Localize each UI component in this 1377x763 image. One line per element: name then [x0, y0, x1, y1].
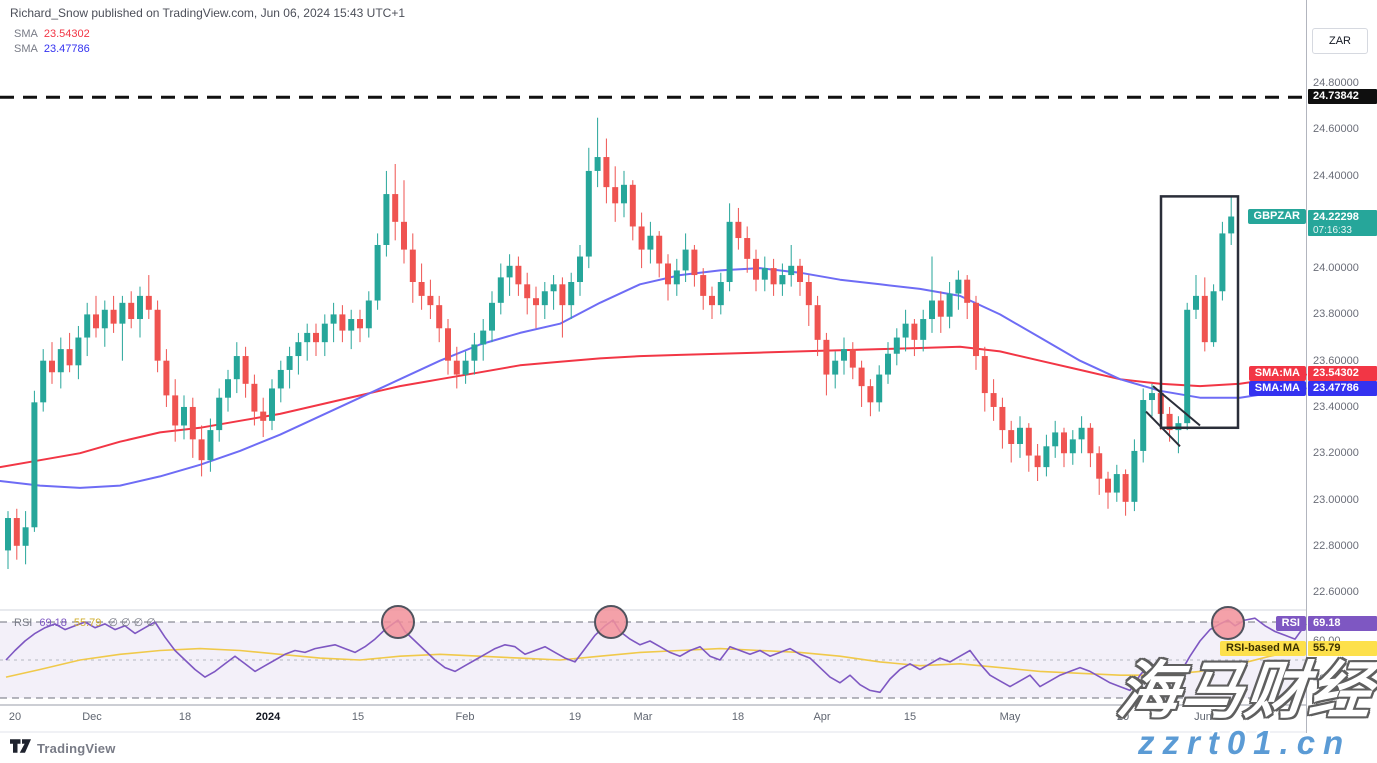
price-tick: 24.60000 [1313, 123, 1359, 136]
price-label-badge: 23.47786 [1308, 380, 1377, 396]
time-tick: 15 [351, 711, 365, 723]
time-tick: 19 [568, 711, 582, 723]
price-tick: 23.80000 [1313, 308, 1359, 321]
pane-badge: SMA:MA [1248, 365, 1306, 381]
price-tick: 24.80000 [1313, 77, 1359, 89]
indicator-value: 23.47786 [43, 43, 90, 55]
rsi-label-badge: 55.79 [1308, 640, 1377, 656]
time-tick: May [999, 711, 1021, 723]
countdown-timer: 07:16:33 [1313, 224, 1352, 236]
time-tick: Apr [813, 711, 831, 723]
rsi-tick: 40.00 [1313, 673, 1341, 685]
tradingview-brand[interactable]: TradingView [37, 741, 116, 756]
rsi-ma-value: 55.79 [73, 617, 102, 629]
time-tick: 15 [903, 711, 917, 723]
time-tick: 20 [1116, 711, 1130, 723]
price-tick: 23.20000 [1313, 447, 1359, 460]
watermark-cn: 海马财经 [1113, 657, 1377, 726]
time-tick: 2024 [255, 711, 281, 723]
time-tick: 18 [731, 711, 745, 723]
time-tick: 18 [178, 711, 192, 723]
price-label-badge: 23.54302 [1308, 365, 1377, 381]
pane-badge: GBPZAR [1247, 208, 1306, 224]
pane-badge: RSI [1275, 615, 1306, 631]
price-tick: 24.40000 [1313, 169, 1359, 182]
chart-canvas[interactable] [0, 0, 1307, 733]
tradingview-logo-icon[interactable] [10, 739, 31, 758]
price-tick: 24.00000 [1313, 262, 1359, 275]
indicator-value: 23.54302 [43, 28, 90, 40]
price-tick: 23.40000 [1313, 400, 1359, 413]
rsi-value: 69.18 [39, 617, 67, 629]
rsi-label: RSI [14, 617, 33, 629]
indicator-label: SMA [14, 28, 38, 40]
pane-badge: SMA:MA [1248, 380, 1306, 396]
rsi-label-badge: 69.18 [1308, 615, 1377, 631]
rsi-empty-values: ∅ ∅ ∅ ∅ [108, 617, 156, 629]
price-tick: 23.00000 [1313, 493, 1359, 506]
price-label-badge: 24.73842 [1308, 89, 1377, 105]
publish-info: Richard_Snow published on TradingView.co… [10, 6, 406, 20]
footer: TradingView [10, 739, 116, 758]
currency-button[interactable]: ZAR [1312, 28, 1368, 54]
time-tick: 20 [8, 711, 22, 723]
sma-legend-row: SMA 23.54302 [14, 27, 90, 42]
rsi-legend: RSI 69.18 55.79 ∅ ∅ ∅ ∅ [14, 616, 163, 629]
price-tick: 22.60000 [1313, 586, 1359, 599]
time-tick: Dec [82, 711, 102, 723]
price-label-badge: 24.22298 07:16:33 [1308, 209, 1377, 236]
pane-badge: RSI-based MA [1220, 640, 1306, 656]
sma-legend: SMA 23.54302 SMA 23.47786 [14, 27, 90, 57]
price-tick: 22.80000 [1313, 539, 1359, 552]
time-tick: Mar [633, 711, 653, 723]
watermark-url: zzrt01.cn [1138, 724, 1352, 761]
indicator-label: SMA [14, 43, 38, 55]
time-tick: Jun [1194, 711, 1212, 723]
sma-legend-row: SMA 23.47786 [14, 42, 90, 57]
price-tick: 23.60000 [1313, 354, 1359, 367]
time-tick: Feb [455, 711, 475, 723]
